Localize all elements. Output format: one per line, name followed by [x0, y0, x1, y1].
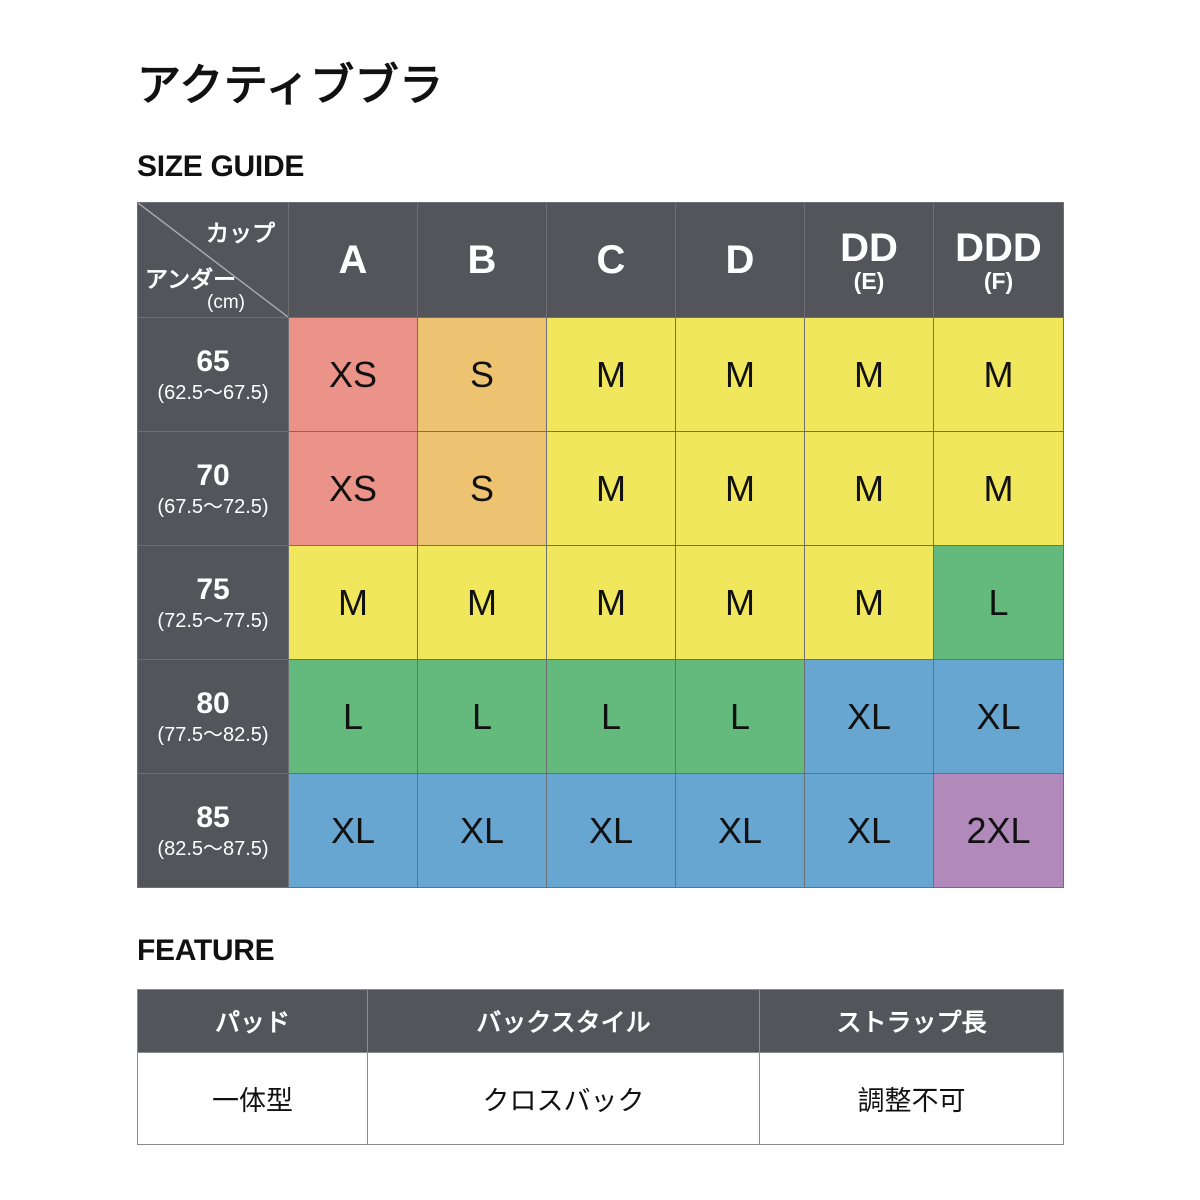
feature-value-strap: 調整不可: [759, 1052, 1064, 1146]
size-cell: XL: [804, 659, 934, 775]
size-table-header-row: カップ アンダー (cm) A B C D: [137, 202, 1064, 319]
size-cell: 2XL: [933, 773, 1064, 889]
feature-column-header-pad: パッド: [137, 989, 368, 1054]
cup-column-header-dd: DD (E): [804, 202, 934, 319]
size-cell: L: [417, 659, 547, 775]
size-cell: M: [933, 431, 1064, 547]
cup-column-header-b: B: [417, 202, 547, 319]
corner-cell: カップ アンダー (cm): [137, 202, 289, 319]
size-cell: M: [546, 317, 676, 433]
feature-value-backstyle: クロスバック: [367, 1052, 760, 1146]
size-cell: XS: [288, 431, 418, 547]
size-cell: M: [933, 317, 1064, 433]
size-cell: M: [546, 545, 676, 661]
size-row-70: 70 (67.5〜72.5) XS S M M M M: [137, 431, 1064, 547]
size-cell: M: [417, 545, 547, 661]
size-cell: M: [546, 431, 676, 547]
size-cell: L: [288, 659, 418, 775]
size-guide-heading: SIZE GUIDE: [137, 150, 305, 184]
feature-value-pad: 一体型: [137, 1052, 368, 1146]
size-row-65: 65 (62.5〜67.5) XS S M M M M: [137, 317, 1064, 433]
feature-column-header-backstyle: バックスタイル: [367, 989, 760, 1054]
cup-column-header-d: D: [675, 202, 805, 319]
size-cell: M: [675, 545, 805, 661]
underbust-unit-label: (cm): [207, 292, 245, 314]
size-cell: XL: [288, 773, 418, 889]
underbust-row-label: 65 (62.5〜67.5): [137, 317, 289, 433]
underbust-row-label: 70 (67.5〜72.5): [137, 431, 289, 547]
size-cell: L: [675, 659, 805, 775]
feature-column-header-strap: ストラップ長: [759, 989, 1064, 1054]
feature-heading: FEATURE: [137, 934, 275, 968]
size-cell: XS: [288, 317, 418, 433]
size-cell: XL: [675, 773, 805, 889]
size-cell: S: [417, 317, 547, 433]
size-cell: M: [804, 431, 934, 547]
size-row-75: 75 (72.5〜77.5) M M M M M L: [137, 545, 1064, 661]
diagonal-divider-icon: [138, 203, 288, 317]
cup-column-header-ddd: DDD (F): [933, 202, 1064, 319]
page-title: アクティブブラ: [137, 61, 444, 110]
underbust-row-label: 80 (77.5〜82.5): [137, 659, 289, 775]
size-row-85: 85 (82.5〜87.5) XL XL XL XL XL 2XL: [137, 773, 1064, 889]
size-cell: XL: [804, 773, 934, 889]
size-cell: L: [546, 659, 676, 775]
cup-axis-label: カップ: [206, 220, 275, 247]
size-guide-table: カップ アンダー (cm) A B C D: [137, 202, 1064, 889]
size-cell: M: [804, 317, 934, 433]
size-cell: XL: [546, 773, 676, 889]
underbust-row-label: 75 (72.5〜77.5): [137, 545, 289, 661]
size-cell: M: [804, 545, 934, 661]
cup-column-header-c: C: [546, 202, 676, 319]
underbust-axis-label: アンダー (cm): [145, 266, 245, 314]
size-cell: M: [288, 545, 418, 661]
cup-column-header-a: A: [288, 202, 418, 319]
size-cell: M: [675, 317, 805, 433]
feature-value-row: 一体型 クロスバック 調整不可: [137, 1052, 1064, 1146]
page: アクティブブラ SIZE GUIDE カップ アンダー (cm): [137, 61, 1064, 1146]
size-cell: L: [933, 545, 1064, 661]
feature-table: パッド バックスタイル ストラップ長 一体型 クロスバック 調整不可: [137, 989, 1064, 1146]
size-cell: XL: [933, 659, 1064, 775]
size-row-80: 80 (77.5〜82.5) L L L L XL XL: [137, 659, 1064, 775]
size-cell: XL: [417, 773, 547, 889]
feature-header-row: パッド バックスタイル ストラップ長: [137, 989, 1064, 1054]
underbust-row-label: 85 (82.5〜87.5): [137, 773, 289, 889]
size-cell: M: [675, 431, 805, 547]
size-cell: S: [417, 431, 547, 547]
